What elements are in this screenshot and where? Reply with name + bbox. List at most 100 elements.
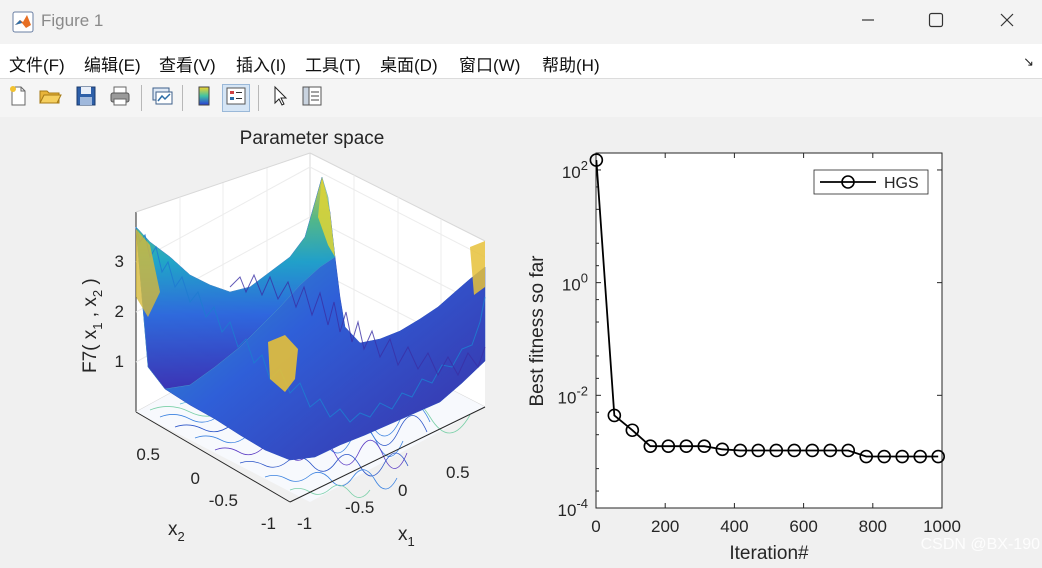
minimize-icon	[861, 13, 875, 32]
save-icon	[74, 84, 98, 113]
property-inspector-button[interactable]	[298, 84, 326, 112]
close-button[interactable]	[984, 6, 1030, 38]
y-tick-label: 102	[562, 158, 588, 182]
colorbar-icon	[192, 84, 216, 113]
menu-insert[interactable]: 插入(I)	[236, 56, 287, 75]
y-tick-label: 10-4	[558, 496, 588, 520]
data-point	[823, 443, 838, 458]
x1-tick-label: -1	[297, 514, 312, 533]
x2-tick-label: -0.5	[209, 491, 238, 510]
x2-tick-label: 0	[191, 469, 200, 488]
data-point	[661, 439, 676, 454]
cursor-arrow-icon	[268, 84, 292, 113]
maximize-button[interactable]	[913, 6, 959, 38]
data-point	[625, 423, 640, 438]
menu-tools[interactable]: 工具(T)	[305, 56, 361, 75]
convergence-series	[589, 153, 945, 464]
open-file-button[interactable]	[36, 84, 64, 112]
convergence-axes[interactable]: 0 200 400 600 800 1000 102 100 10-2 10-4 Iteratio…	[527, 152, 961, 564]
data-point	[643, 439, 658, 454]
legend-icon	[225, 85, 247, 112]
series-line-hgs	[595, 159, 939, 458]
x1-axis-label: x1	[398, 524, 415, 549]
x1-axis-line	[289, 406, 486, 503]
menu-help[interactable]: 帮助(H)	[542, 56, 600, 75]
x-axis-label: Iteration#	[729, 543, 809, 563]
data-point	[679, 439, 694, 454]
window-title: Figure 1	[41, 11, 104, 30]
y-tick-label: 10-2	[558, 383, 588, 407]
data-point	[841, 443, 856, 458]
insert-legend-button[interactable]	[222, 84, 250, 112]
legend[interactable]: HGS	[813, 169, 929, 195]
save-figure-button[interactable]	[72, 84, 100, 112]
folder-open-icon	[38, 84, 62, 113]
toolbar-separator	[258, 85, 259, 111]
z-tick-label: 2	[115, 302, 124, 321]
new-figure-button[interactable]	[4, 84, 32, 112]
data-point	[769, 443, 784, 458]
dock-arrow-icon[interactable]: ↘	[1023, 54, 1034, 69]
data-point	[877, 449, 892, 464]
data-point	[607, 408, 622, 423]
figure-svg: 3 2 1 0.5 0 -0.5 -1 -1 -0.5 0 0.5 Parame…	[80, 128, 961, 564]
surface-title: Parameter space	[240, 128, 385, 149]
y-tick-label: 100	[562, 271, 588, 295]
x-tick-label: 1000	[923, 517, 961, 536]
toolbar-separator	[182, 85, 183, 111]
data-point	[733, 443, 748, 458]
minimize-button[interactable]	[845, 6, 891, 38]
menu-file[interactable]: 文件(F)	[9, 56, 65, 75]
data-point	[715, 442, 730, 457]
insert-colorbar-button[interactable]	[190, 84, 218, 112]
x-tick-label: 600	[789, 517, 817, 536]
x-tick-label: 800	[859, 517, 887, 536]
plot-box	[595, 152, 943, 509]
menu-bar: 文件(F) 编辑(E) 查看(V) 插入(I) 工具(T) 桌面(D) 窗口(W…	[0, 44, 1042, 78]
legend-marker-circle	[841, 175, 855, 189]
maximize-icon	[928, 12, 944, 33]
x2-axis-line	[135, 411, 291, 503]
data-point	[751, 443, 766, 458]
link-plot-button[interactable]	[148, 84, 176, 112]
data-point	[805, 443, 820, 458]
printer-icon	[108, 84, 132, 113]
x-tick-label: 200	[651, 517, 679, 536]
menu-edit[interactable]: 编辑(E)	[84, 56, 141, 75]
z-tick-label: 3	[115, 252, 124, 271]
figure-toolbar	[0, 78, 1042, 118]
legend-label: HGS	[884, 175, 919, 192]
x2-tick-label: 0.5	[136, 445, 160, 464]
x1-tick-label: 0	[398, 481, 407, 500]
data-point	[913, 449, 928, 464]
x1-tick-label: -0.5	[345, 498, 374, 517]
x1-tick-label: 0.5	[446, 463, 470, 482]
data-point	[895, 449, 910, 464]
menu-window[interactable]: 窗口(W)	[459, 56, 521, 75]
new-file-icon	[6, 84, 30, 113]
title-bar: Figure 1	[0, 0, 1042, 44]
x-tick-label: 400	[720, 517, 748, 536]
link-plot-icon	[150, 84, 174, 113]
x2-axis-label: x2	[168, 519, 185, 544]
print-figure-button[interactable]	[106, 84, 134, 112]
data-point	[931, 449, 945, 464]
z-axis-label: F7( x1 , x2 )	[80, 278, 105, 373]
toolbar-separator	[141, 85, 142, 111]
property-inspector-icon	[300, 84, 324, 113]
z-tick-label: 1	[115, 352, 124, 371]
x-tick-label: 0	[591, 517, 600, 536]
data-point	[787, 443, 802, 458]
close-icon	[999, 12, 1015, 33]
y-axis-label: Best fitness so far	[527, 255, 548, 407]
data-point	[697, 439, 712, 454]
x2-tick-label: -1	[261, 514, 276, 533]
convergence-ticks: 0 200 400 600 800 1000 102 100 10-2 10-4	[558, 152, 961, 536]
edit-plot-button[interactable]	[266, 84, 294, 112]
data-point	[859, 449, 874, 464]
surface-axes[interactable]: 3 2 1 0.5 0 -0.5 -1 -1 -0.5 0 0.5 Parame…	[80, 128, 486, 549]
data-point	[589, 153, 604, 167]
fitness-surface	[135, 176, 486, 461]
menu-view[interactable]: 查看(V)	[159, 56, 216, 75]
menu-desktop[interactable]: 桌面(D)	[380, 56, 438, 75]
